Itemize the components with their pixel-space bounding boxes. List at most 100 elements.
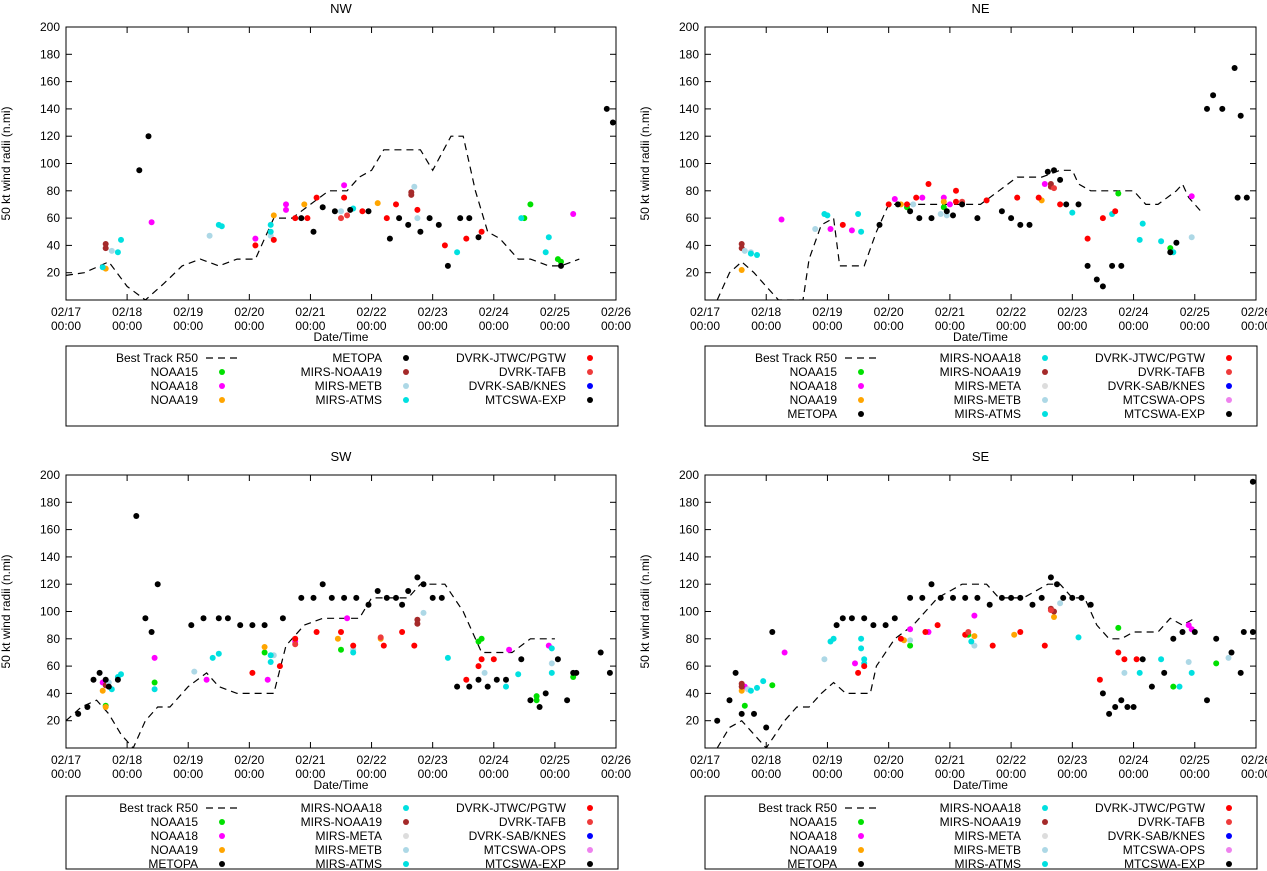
data-point xyxy=(925,181,932,187)
legend-dot-swatch xyxy=(1042,383,1048,389)
data-point xyxy=(1167,245,1174,252)
legend-label: DVRK-SAB/KNES xyxy=(469,829,566,843)
data-point xyxy=(341,594,348,601)
data-point xyxy=(570,674,577,680)
data-point xyxy=(542,249,549,256)
data-point xyxy=(891,196,898,202)
x-axis-label: Date/Time xyxy=(953,778,1008,792)
data-point xyxy=(839,221,846,228)
data-point xyxy=(1161,669,1168,676)
y-axis-label: 50 kt wind radii (n.mi) xyxy=(638,554,652,668)
chart-panel-sw: SW2001801601401201008060402002/1700:0002… xyxy=(0,449,631,871)
data-point xyxy=(1026,221,1033,228)
data-point xyxy=(907,642,914,649)
data-point xyxy=(940,194,947,201)
legend-item: NOAA15 xyxy=(151,365,225,379)
data-point xyxy=(1234,194,1241,201)
legend-item: MIRS-NOAA18 xyxy=(301,801,409,815)
data-point xyxy=(475,676,482,683)
legend-item: NOAA18 xyxy=(151,379,225,393)
data-point xyxy=(937,594,944,601)
legend-dot-swatch xyxy=(587,819,593,825)
legend-dot-swatch xyxy=(1042,805,1048,811)
legend-item: Best track R50 xyxy=(119,801,240,815)
legend-dot-swatch xyxy=(858,861,864,867)
legend-item: MIRS-METB xyxy=(954,393,1048,407)
legend: Best Track R50NOAA15NOAA18NOAA19METOPAMI… xyxy=(65,345,619,427)
data-point xyxy=(218,223,225,230)
data-point xyxy=(1173,239,1180,246)
data-point xyxy=(148,219,155,226)
data-point xyxy=(732,669,739,676)
data-point xyxy=(564,697,571,704)
data-point xyxy=(417,228,424,235)
data-point xyxy=(1237,669,1244,676)
x-tick-label-time: 00:00 xyxy=(418,767,448,781)
x-tick-label-time: 00:00 xyxy=(173,319,203,333)
x-tick-label-date: 02/22 xyxy=(357,305,387,319)
y-tick-label: 40 xyxy=(686,238,700,252)
y-tick-label: 80 xyxy=(686,184,700,198)
data-point xyxy=(310,228,317,235)
x-tick-label-time: 00:00 xyxy=(112,767,142,781)
data-point xyxy=(1057,176,1064,183)
legend-dot-swatch xyxy=(858,369,864,375)
data-point xyxy=(377,634,384,641)
x-tick-label-time: 00:00 xyxy=(996,319,1026,333)
y-tick-label: 160 xyxy=(679,75,699,89)
y-tick-label: 40 xyxy=(47,686,61,700)
data-point xyxy=(341,182,348,189)
data-point xyxy=(267,221,274,228)
data-point xyxy=(1014,194,1021,201)
legend-label: Best track R50 xyxy=(758,801,837,815)
series-noaa18 xyxy=(741,612,1195,690)
data-point xyxy=(1041,181,1048,187)
y-axis-label: 50 kt wind radii (n.mi) xyxy=(0,106,13,220)
x-tick-label-date: 02/24 xyxy=(479,305,509,319)
legend-dot-swatch xyxy=(587,369,593,375)
data-point xyxy=(1170,683,1177,690)
x-tick-label-time: 00:00 xyxy=(601,319,631,333)
data-point xyxy=(1017,221,1024,228)
data-point xyxy=(870,622,877,629)
x-tick-label-time: 00:00 xyxy=(112,319,142,333)
y-tick-label: 100 xyxy=(679,157,699,171)
x-tick-label-time: 00:00 xyxy=(935,319,965,333)
data-point xyxy=(148,629,155,635)
x-tick-label-time: 00:00 xyxy=(601,767,631,781)
data-point xyxy=(429,594,436,601)
x-tick-label-date: 02/18 xyxy=(751,753,781,767)
legend-dot-swatch xyxy=(858,397,864,403)
data-point xyxy=(953,198,959,205)
plot-area xyxy=(714,478,1256,748)
x-tick-label-date: 02/19 xyxy=(173,305,203,319)
data-point xyxy=(365,208,372,215)
legend-item: MTCSWA-EXP xyxy=(1124,407,1232,421)
legend-item: MIRS-METB xyxy=(315,843,409,857)
y-tick-label: 80 xyxy=(686,632,700,646)
legend-label: NOAA19 xyxy=(790,393,838,407)
legend-dot-swatch xyxy=(403,397,409,403)
data-point xyxy=(102,676,109,683)
data-point xyxy=(108,247,115,254)
y-tick-label: 200 xyxy=(679,20,699,34)
y-tick-label: 20 xyxy=(686,714,700,728)
data-point xyxy=(200,615,207,622)
legend-item: NOAA19 xyxy=(151,393,225,407)
series-noaa18 xyxy=(148,182,577,242)
data-point xyxy=(554,656,561,663)
legend-label: METOPA xyxy=(787,407,837,421)
x-tick-label-date: 02/21 xyxy=(935,305,965,319)
data-point xyxy=(548,660,555,667)
data-point xyxy=(726,697,733,704)
data-point xyxy=(1167,249,1174,256)
y-tick-label: 120 xyxy=(679,577,699,591)
series-mirs-noaa19 xyxy=(738,181,1054,252)
data-point xyxy=(420,609,427,616)
legend-label: MIRS-METB xyxy=(954,393,1021,407)
y-tick-label: 180 xyxy=(40,495,60,509)
x-tick-label-time: 00:00 xyxy=(1057,767,1087,781)
data-point xyxy=(858,635,865,642)
plot-area xyxy=(66,513,613,748)
data-point xyxy=(99,687,106,694)
